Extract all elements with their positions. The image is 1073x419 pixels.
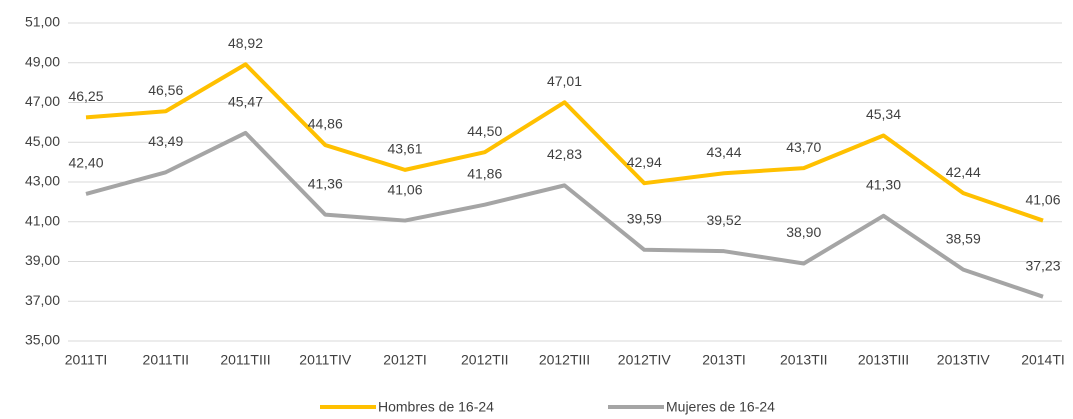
y-tick-label: 45,00 xyxy=(25,133,60,149)
data-label: 38,59 xyxy=(946,230,981,246)
x-tick-label: 2012TII xyxy=(461,352,508,368)
data-label: 41,06 xyxy=(387,181,422,197)
data-label: 42,40 xyxy=(68,155,103,171)
data-label: 39,52 xyxy=(706,212,741,228)
data-label: 48,92 xyxy=(228,35,263,51)
y-tick-label: 41,00 xyxy=(25,212,60,228)
data-label: 46,56 xyxy=(148,82,183,98)
x-tick-label: 2011TIV xyxy=(299,352,352,368)
data-label: 41,06 xyxy=(1025,191,1060,207)
x-tick-label: 2014TI xyxy=(1021,352,1065,368)
data-label: 42,44 xyxy=(946,164,981,180)
x-tick-label: 2012TIII xyxy=(539,352,590,368)
data-label: 41,30 xyxy=(866,176,901,192)
y-tick-label: 47,00 xyxy=(25,93,60,109)
y-tick-label: 49,00 xyxy=(25,53,60,69)
x-tick-label: 2012TI xyxy=(383,352,427,368)
data-label: 41,36 xyxy=(308,175,343,191)
data-label: 47,01 xyxy=(547,73,582,89)
x-tick-label: 2013TI xyxy=(702,352,746,368)
data-label: 37,23 xyxy=(1025,257,1060,273)
data-label: 43,49 xyxy=(148,133,183,149)
data-label: 45,34 xyxy=(866,106,901,122)
x-tick-label: 2013TIII xyxy=(858,352,909,368)
data-label: 43,61 xyxy=(387,141,422,157)
data-label: 43,44 xyxy=(706,144,741,160)
data-label: 44,50 xyxy=(467,123,502,139)
data-label: 45,47 xyxy=(228,94,263,110)
y-tick-label: 35,00 xyxy=(25,332,60,348)
data-label: 39,59 xyxy=(627,210,662,226)
x-tick-label: 2011TI xyxy=(65,352,108,368)
x-tick-label: 2013TIV xyxy=(937,352,991,368)
data-label: 41,86 xyxy=(467,165,502,181)
data-label: 44,86 xyxy=(308,116,343,132)
data-label: 42,83 xyxy=(547,146,582,162)
y-tick-label: 43,00 xyxy=(25,173,60,189)
legend-label: Mujeres de 16-24 xyxy=(666,399,775,415)
legend-label: Hombres de 16-24 xyxy=(378,399,494,415)
data-label: 43,70 xyxy=(786,139,821,155)
data-label: 46,25 xyxy=(68,88,103,104)
x-tick-label: 2011TII xyxy=(143,352,189,368)
x-tick-label: 2013TII xyxy=(780,352,827,368)
x-tick-label: 2012TIV xyxy=(618,352,672,368)
y-tick-label: 51,00 xyxy=(25,14,60,30)
data-label: 38,90 xyxy=(786,224,821,240)
y-tick-label: 39,00 xyxy=(25,252,60,268)
x-tick-label: 2011TIII xyxy=(220,352,270,368)
data-label: 42,94 xyxy=(627,154,662,170)
y-tick-label: 37,00 xyxy=(25,292,60,308)
series-line xyxy=(85,62,1044,223)
series-line xyxy=(85,130,1044,299)
